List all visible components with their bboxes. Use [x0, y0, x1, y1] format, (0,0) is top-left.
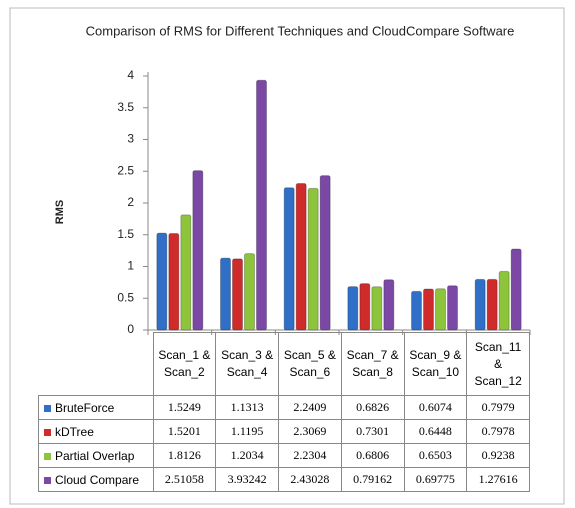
bar — [168, 232, 180, 331]
bar — [244, 253, 255, 331]
table-value: 1.2034 — [215, 443, 279, 468]
table-value: 0.9238 — [466, 443, 530, 468]
bar — [319, 175, 331, 331]
legend-cell: Cloud Compare — [38, 467, 154, 492]
bar — [256, 79, 267, 331]
table-value: 0.79162 — [340, 467, 405, 492]
category-label: Scan_3 & Scan_4 — [215, 332, 279, 396]
category-label: Scan_7 & Scan_8 — [340, 332, 405, 396]
legend-swatch — [44, 476, 51, 484]
table-value: 1.27616 — [466, 467, 530, 492]
legend-swatch — [44, 404, 51, 412]
bar — [423, 288, 434, 331]
bar — [180, 214, 192, 331]
table-value: 1.1313 — [215, 395, 279, 420]
table-value: 0.7978 — [466, 419, 530, 444]
bar — [411, 290, 422, 331]
bar — [498, 270, 510, 331]
y-tick-label: 0 — [127, 322, 134, 336]
table-value: 2.2409 — [278, 395, 342, 420]
table-value: 1.8126 — [152, 443, 217, 468]
legend-label: kDTree — [55, 424, 94, 439]
table-value: 2.3069 — [278, 419, 342, 444]
bar — [283, 187, 295, 331]
table-value: 0.6448 — [403, 419, 468, 444]
table-value: 0.6826 — [340, 395, 405, 420]
y-tick-label: 3 — [127, 132, 134, 146]
legend-cell: BruteForce — [38, 395, 154, 420]
bar — [295, 183, 307, 331]
table-row: kDTree 1.5201 1.1195 2.3069 0.7301 0.6448 0.79… — [38, 419, 530, 444]
table-row: Partial Overlap 1.8126 1.2034 2.2304 0.6806 0… — [38, 443, 530, 468]
table-value: 0.6806 — [340, 443, 405, 468]
bar — [474, 278, 486, 331]
bar — [347, 286, 359, 331]
table-value: 0.7979 — [466, 395, 530, 420]
y-tick-label: 3.5 — [117, 100, 134, 114]
bar — [510, 248, 522, 331]
data-table: Scan_1 & Scan_2 Scan_3 & Scan_4 Scan_5 & S… — [38, 332, 530, 492]
bar — [232, 258, 243, 331]
table-value: 0.6074 — [403, 395, 468, 420]
legend-label: Partial Overlap — [55, 448, 135, 463]
legend-swatch — [44, 452, 51, 460]
legend-label: Cloud Compare — [55, 472, 140, 487]
legend-label: BruteForce — [55, 400, 115, 415]
category-label: Scan_1 & Scan_2 — [152, 332, 217, 396]
table-value: 1.1195 — [215, 419, 279, 444]
legend-swatch — [44, 428, 51, 436]
bar — [220, 257, 231, 331]
y-tick-label: 1.5 — [117, 227, 134, 241]
bar — [447, 285, 458, 331]
bar — [486, 278, 498, 331]
table-value: 0.7301 — [340, 419, 405, 444]
legend-cell: Partial Overlap — [38, 443, 154, 468]
bar — [359, 283, 371, 331]
table-value: 0.69775 — [403, 467, 468, 492]
bar — [156, 232, 168, 331]
table-value: 2.43028 — [278, 467, 342, 492]
legend-cell: kDTree — [38, 419, 154, 444]
table-value: 0.6503 — [403, 443, 468, 468]
table-row: BruteForce 1.5249 1.1313 2.2409 0.6826 0.6074… — [38, 395, 530, 420]
y-tick-label: 1 — [127, 259, 134, 273]
bar — [383, 279, 395, 331]
table-value: 1.5201 — [152, 419, 217, 444]
y-tick-label: 4 — [127, 68, 134, 82]
table-value: 1.5249 — [152, 395, 217, 420]
y-tick-label: 2.5 — [117, 163, 134, 177]
bar — [435, 288, 446, 331]
category-label: Scan_5 & Scan_6 — [278, 332, 342, 396]
bar — [192, 170, 204, 331]
bar — [307, 187, 319, 331]
table-header-row: Scan_1 & Scan_2 Scan_3 & Scan_4 Scan_5 & S… — [38, 332, 530, 396]
bar — [371, 286, 383, 331]
category-label: Scan_11 & Scan_12 — [466, 332, 530, 396]
y-axis-label: RMS — [54, 200, 66, 224]
y-tick-label: 2 — [127, 195, 134, 209]
table-row: Cloud Compare 2.51058 3.93242 2.43028 0.7916… — [38, 467, 530, 492]
y-tick-label: 0.5 — [117, 290, 134, 304]
table-value: 3.93242 — [215, 467, 279, 492]
table-corner — [38, 332, 154, 396]
chart-frame — [9, 7, 565, 505]
chart-title: Comparison of RMS for Different Techniqu… — [86, 23, 515, 38]
table-value: 2.51058 — [152, 467, 217, 492]
table-value: 2.2304 — [278, 443, 342, 468]
category-label: Scan_9 & Scan_10 — [403, 332, 468, 396]
